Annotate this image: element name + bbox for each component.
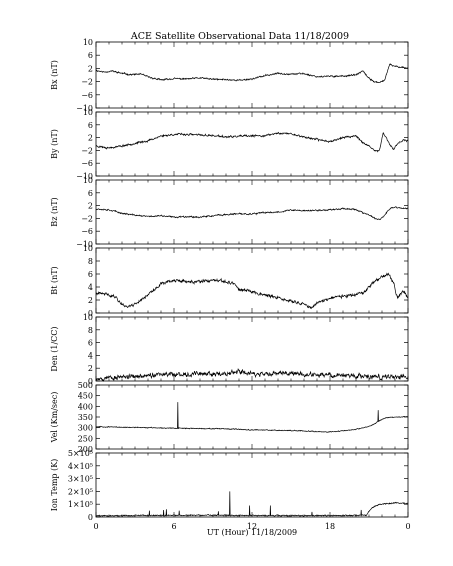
x-tick-label: 12 [247, 522, 257, 531]
y-tick-label: −6 [81, 159, 93, 168]
y-axis-label: Vel (Km/sec) [50, 392, 59, 444]
y-tick-label: 250 [78, 434, 93, 443]
y-tick-label: 200 [78, 445, 93, 454]
y-tick-label: 2×10⁵ [68, 487, 93, 496]
panel-3: 10 6 2 −2 −6 −10 Bz (nT) [50, 176, 409, 249]
y-tick-label: 8 [88, 326, 93, 335]
y-tick-label: 10 [83, 108, 93, 117]
y-tick-label: 10 [83, 244, 93, 253]
series-line [95, 491, 409, 517]
y-axis-label: Ion Temp (K) [50, 459, 59, 512]
y-tick-label: 8 [88, 257, 93, 266]
y-tick-label: 6 [88, 121, 93, 130]
x-tick-label: 0 [93, 522, 98, 531]
y-tick-label: −6 [81, 91, 93, 100]
series-line [95, 63, 409, 84]
panel-frame [95, 384, 409, 450]
x-tick-label: 6 [171, 522, 176, 531]
y-axis-label: Bz (nT) [50, 197, 59, 226]
series-line [95, 272, 409, 310]
y-axis-label: Bt (nT) [50, 266, 59, 294]
y-tick-label: −10 [76, 104, 93, 113]
y-tick-label: 0 [88, 309, 93, 318]
y-tick-label: −2 [81, 146, 93, 155]
y-tick-label: 0 [88, 513, 93, 522]
panel-7: 5×10⁵ 4×10⁵ 3×10⁵ 2×10⁵ 1×10⁵ 0 Ion Temp (K) [50, 449, 409, 522]
y-axis-label: By (nT) [50, 129, 59, 159]
panel-frame [95, 247, 409, 314]
panel-frame [95, 111, 409, 177]
y-tick-label: −2 [81, 214, 93, 223]
y-tick-label: 2 [88, 64, 93, 73]
series-line [95, 402, 409, 433]
y-tick-label: −2 [81, 78, 93, 87]
y-tick-label: 5×10⁵ [68, 449, 93, 458]
y-tick-label: 6 [88, 270, 93, 279]
x-axis-label: UT (Hour) 11/18/2009 [207, 528, 297, 537]
y-tick-label: 10 [83, 176, 93, 185]
panel-5: 10 8 6 4 2 0 Den (1/CC) [50, 313, 409, 386]
series-line [95, 206, 409, 221]
y-tick-label: 6 [88, 189, 93, 198]
x-tick-label: 0 [405, 522, 410, 531]
series-line [95, 131, 409, 153]
y-tick-label: 300 [78, 424, 93, 433]
y-tick-label: 0 [88, 377, 93, 386]
y-tick-label: 400 [78, 402, 93, 411]
panel-frame [95, 452, 409, 518]
chart-title: ACE Satellite Observational Data 11/18/2… [130, 31, 349, 42]
y-tick-label: 350 [78, 413, 93, 422]
y-tick-label: 10 [83, 38, 93, 47]
panel-4: 10 8 6 4 2 0 Bt (nT) [50, 244, 409, 318]
y-tick-label: −10 [76, 240, 93, 249]
y-tick-label: 3×10⁵ [68, 475, 93, 484]
y-axis-label: Den (1/CC) [50, 326, 59, 371]
y-tick-label: 2 [88, 296, 93, 305]
y-tick-label: 2 [88, 364, 93, 373]
y-tick-label: 6 [88, 51, 93, 60]
y-tick-label: 4×10⁵ [68, 462, 93, 471]
panel-frame [95, 41, 409, 109]
y-tick-label: 4 [88, 283, 93, 292]
y-axis-label: Bx (nT) [50, 60, 59, 90]
y-tick-label: 10 [83, 313, 93, 322]
y-tick-label: 2 [88, 202, 93, 211]
y-tick-label: 1×10⁵ [68, 500, 93, 509]
panels-group: 10 6 2 −2 −6 −10 Bx (nT) 10 6 2 −2 −6 −10 By (nT) 10 6 2… [50, 38, 411, 531]
y-tick-label: 2 [88, 134, 93, 143]
series-line [95, 368, 409, 382]
y-tick-label: 450 [78, 392, 93, 401]
y-tick-label: 4 [88, 351, 93, 360]
y-tick-label: 500 [78, 381, 93, 390]
y-tick-label: −10 [76, 172, 93, 181]
panel-1: 10 6 2 −2 −6 −10 Bx (nT) [50, 38, 409, 113]
y-tick-label: 6 [88, 339, 93, 348]
panel-2: 10 6 2 −2 −6 −10 By (nT) [50, 108, 409, 181]
panel-frame [95, 316, 409, 382]
x-tick-label: 18 [325, 522, 335, 531]
y-tick-label: −6 [81, 227, 93, 236]
